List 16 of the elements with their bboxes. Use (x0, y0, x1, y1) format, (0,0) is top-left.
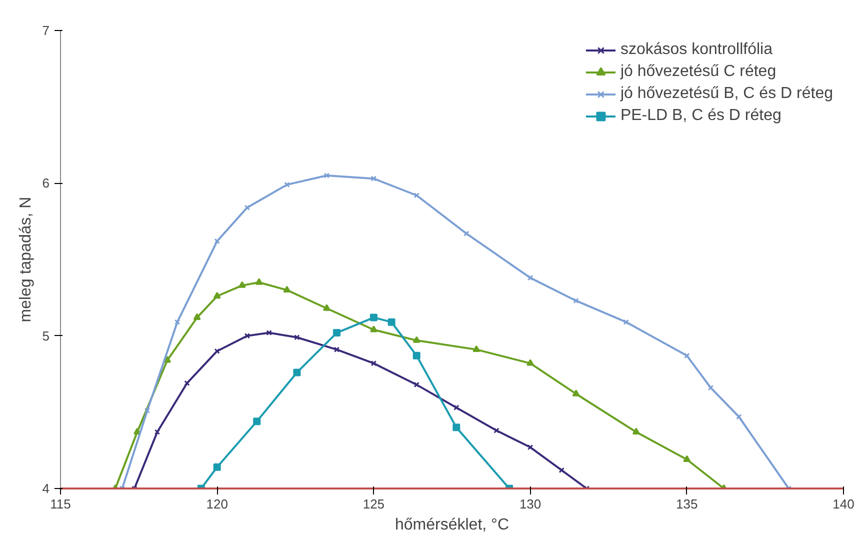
x-tick-label: 115 (50, 496, 71, 512)
x-tick-label: 130 (519, 496, 542, 512)
y-axis-title: meleg tapadás, N (17, 196, 34, 322)
x-tick-label: 135 (676, 496, 698, 512)
x-tick-label: 120 (206, 496, 228, 512)
x-axis-title: hőmérséklet, °C (395, 516, 510, 534)
y-tick-label: 4 (42, 481, 50, 496)
legend-label: jó hővezetésű B, C és D réteg (620, 85, 833, 103)
y-tick-label: 5 (42, 328, 50, 344)
legend-label: szokásos kontrollfólia (620, 41, 773, 59)
legend-label: PE-LD B, C és D réteg (620, 107, 782, 125)
x-tick-label: 125 (362, 496, 385, 512)
x-tick-label: 140 (832, 496, 854, 512)
y-tick-label: 7 (42, 23, 50, 38)
y-tick-label: 6 (42, 176, 50, 191)
legend-label: jó hővezetésű C réteg (620, 63, 776, 81)
